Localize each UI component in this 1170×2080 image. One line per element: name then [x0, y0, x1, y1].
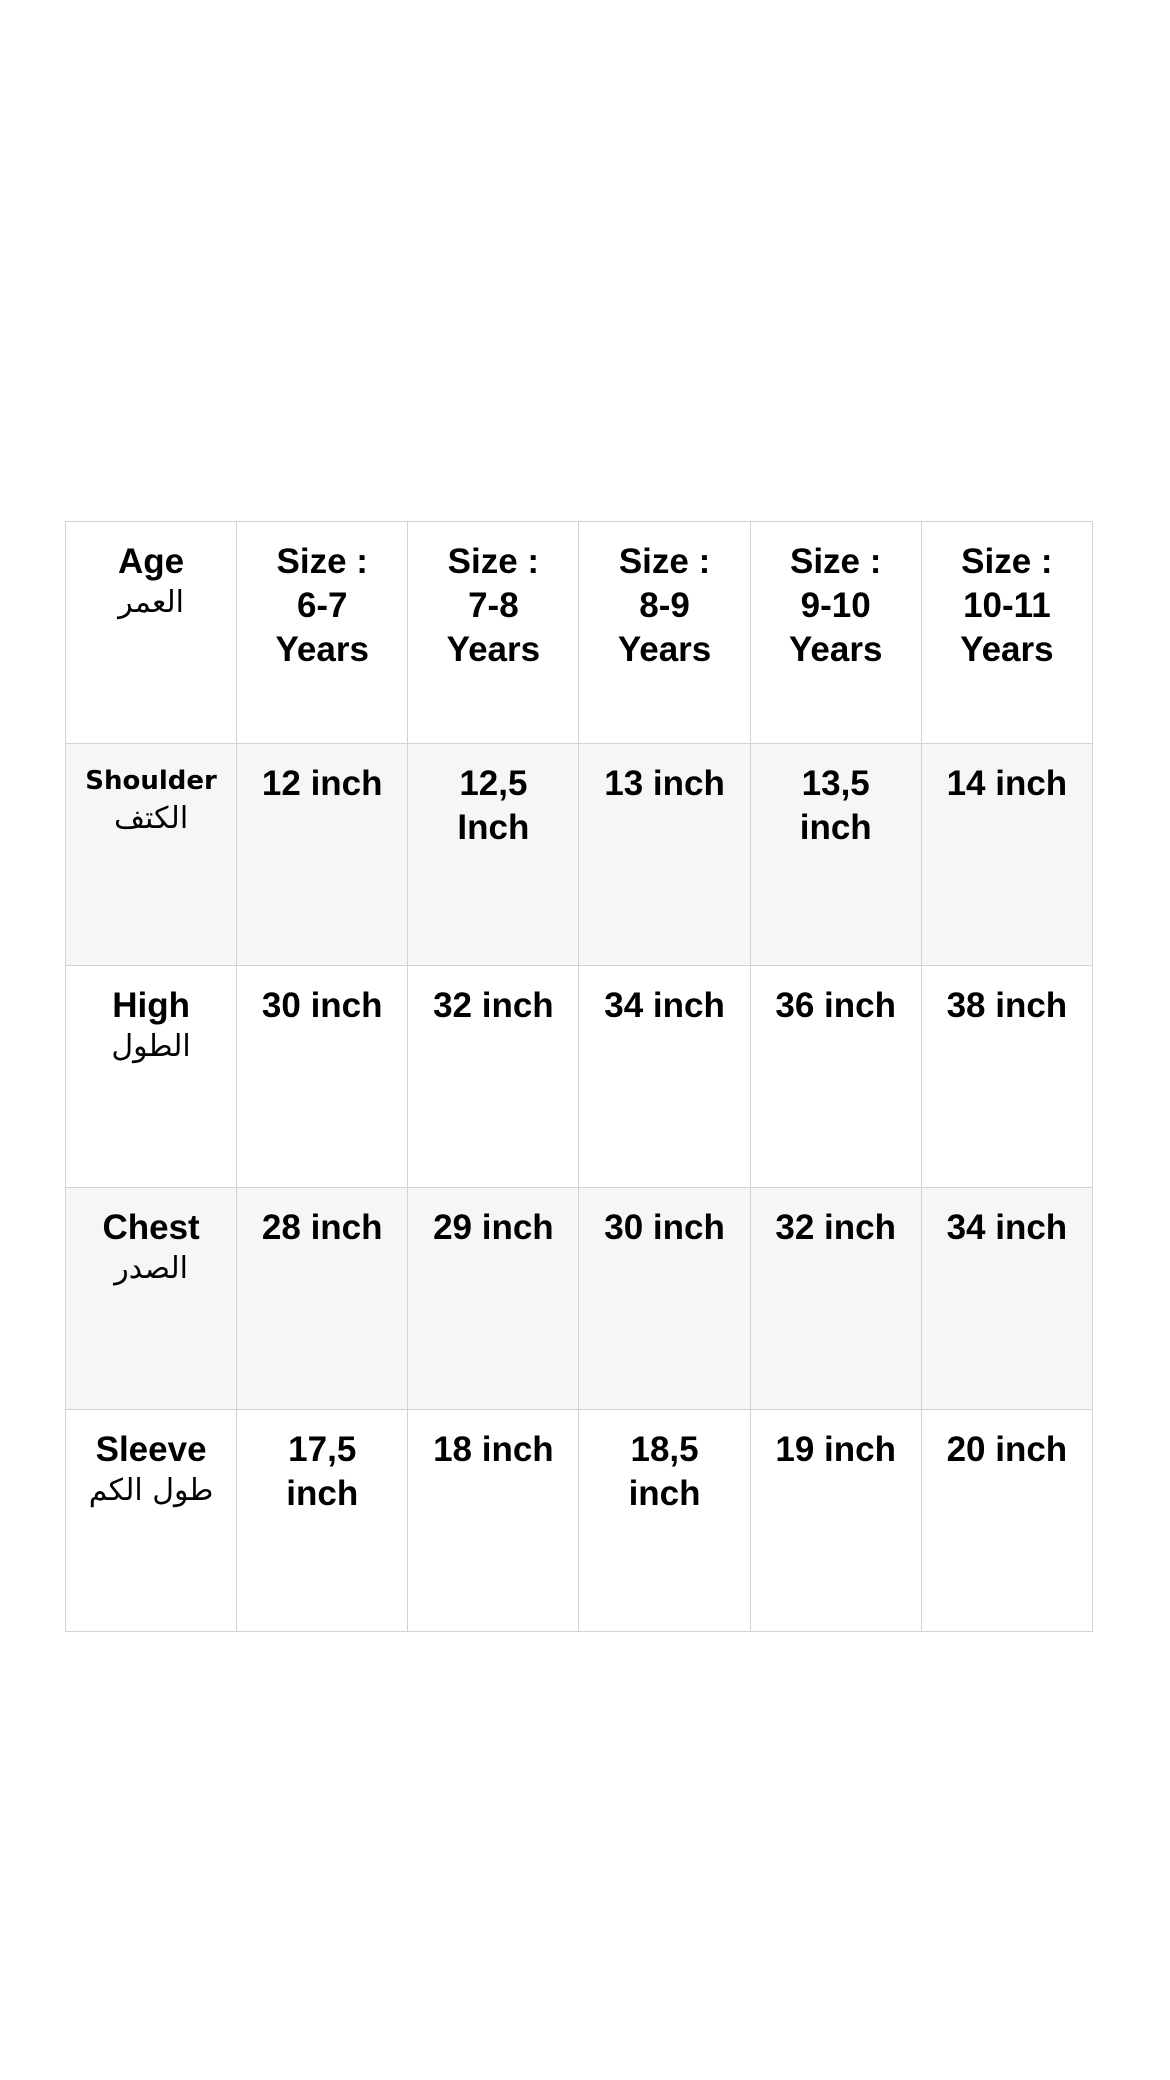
size-unit: Years: [960, 630, 1054, 669]
size-range: 6-7: [296, 586, 348, 625]
header-cell-size: Size : 10-11 Years: [920, 521, 1094, 744]
table-cell: 30 inch: [578, 1187, 751, 1410]
table-cell: 32 inch: [407, 965, 580, 1188]
cell-value: 18,5 inch: [628, 1430, 701, 1513]
size-label: Size :: [276, 542, 368, 581]
size-unit: Years: [275, 630, 369, 669]
table-cell: 34 inch: [920, 1187, 1094, 1410]
header-cell-age: Age العمر: [64, 521, 238, 744]
size-range: 8-9: [639, 586, 690, 625]
size-range: 10-11: [963, 586, 1051, 625]
size-label: Size :: [789, 542, 882, 581]
size-range: 9-10: [800, 586, 871, 625]
table-cell: 38 inch: [920, 965, 1094, 1188]
row-label-ar: الطول: [111, 1029, 191, 1064]
header-cell-size: Size : 9-10 Years: [749, 521, 922, 744]
table-cell: 12,5 Inch: [407, 743, 580, 966]
row-label-ar: طول الكم: [88, 1473, 214, 1508]
table-cell: 17,5 inch: [236, 1409, 409, 1632]
size-unit: Years: [788, 630, 883, 669]
table-cell: 20 inch: [920, 1409, 1094, 1632]
table-row-sleeve: Sleeve طول الكم 17,5 inch 18 inch 18,5 in…: [64, 1409, 1094, 1632]
row-label-en: Shoulder: [85, 766, 217, 796]
cell-value: 13,5 inch: [799, 764, 872, 847]
header-cell-size: Size : 8-9 Years: [578, 521, 751, 744]
size-unit: Years: [617, 630, 712, 669]
table-row-chest: Chest الصدر 28 inch 29 inch 30 inch 32 in…: [64, 1187, 1094, 1410]
age-label: Age: [118, 542, 185, 581]
table-cell: 32 inch: [749, 1187, 922, 1410]
size-chart-table: Age العمر Size :6-7 Years Size :7-8 Years …: [64, 521, 1094, 1632]
size-label: Size :: [447, 542, 540, 581]
row-label: High الطول: [64, 965, 238, 1188]
row-label: Shoulder الكتف: [64, 743, 238, 966]
table-cell: 28 inch: [236, 1187, 409, 1410]
header-cell-size: Size : 7-8 Years: [407, 521, 580, 744]
row-label: Chest الصدر: [64, 1187, 238, 1410]
table-cell: 13,5 inch: [749, 743, 922, 966]
header-row: Age العمر Size :6-7 Years Size :7-8 Years …: [64, 521, 1094, 744]
table-cell: 18 inch: [407, 1409, 580, 1632]
table-cell: 29 inch: [407, 1187, 580, 1410]
table-cell: 18,5 inch: [578, 1409, 751, 1632]
table-row-high: High الطول 30 inch 32 inch 34 inch 36 inc…: [64, 965, 1094, 1188]
row-label-ar: الصدر: [114, 1251, 188, 1286]
table-row-shoulder: Shoulder الكتف 12 inch 12,5 Inch 13 inch …: [64, 743, 1094, 966]
row-label: Sleeve طول الكم: [64, 1409, 238, 1632]
table-cell: 19 inch: [749, 1409, 922, 1632]
row-label-en: Chest: [102, 1208, 200, 1247]
row-label-en: Sleeve: [95, 1430, 207, 1469]
header-cell-size: Size : 6-7 Years: [236, 521, 409, 744]
table-cell: 36 inch: [749, 965, 922, 1188]
row-label-ar: الكتف: [114, 801, 189, 836]
size-unit: Years: [446, 630, 541, 669]
size-range: 7-8: [468, 586, 519, 625]
row-label-en: High: [112, 986, 190, 1025]
table-cell: 13 inch: [578, 743, 751, 966]
cell-value: 17,5 inch: [286, 1430, 359, 1513]
age-label-arabic: العمر: [118, 585, 184, 620]
table-cell: 12 inch: [236, 743, 409, 966]
table-cell: 14 inch: [920, 743, 1094, 966]
size-label: Size :: [618, 542, 711, 581]
size-label: Size :: [961, 542, 1053, 581]
table-cell: 34 inch: [578, 965, 751, 1188]
cell-value: 12,5 Inch: [457, 764, 530, 847]
table-cell: 30 inch: [236, 965, 409, 1188]
